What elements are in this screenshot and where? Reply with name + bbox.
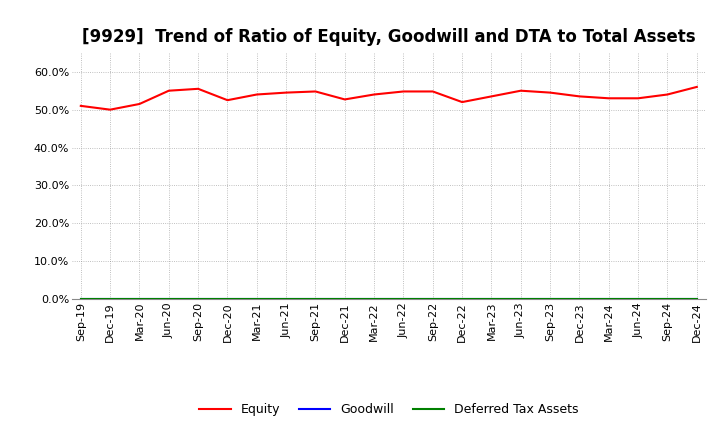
Deferred Tax Assets	[663, 297, 672, 302]
Deferred Tax Assets	[135, 297, 144, 302]
Deferred Tax Assets	[223, 297, 232, 302]
Deferred Tax Assets	[634, 297, 642, 302]
Goodwill	[575, 297, 584, 302]
Goodwill	[546, 297, 554, 302]
Deferred Tax Assets	[605, 297, 613, 302]
Equity	[634, 95, 642, 101]
Goodwill	[106, 297, 114, 302]
Equity	[194, 86, 202, 92]
Deferred Tax Assets	[370, 297, 379, 302]
Goodwill	[253, 297, 261, 302]
Deferred Tax Assets	[399, 297, 408, 302]
Goodwill	[164, 297, 173, 302]
Equity	[370, 92, 379, 97]
Equity	[605, 95, 613, 101]
Line: Equity: Equity	[81, 87, 697, 110]
Deferred Tax Assets	[693, 297, 701, 302]
Deferred Tax Assets	[76, 297, 85, 302]
Equity	[135, 101, 144, 106]
Goodwill	[76, 297, 85, 302]
Equity	[546, 90, 554, 95]
Goodwill	[135, 297, 144, 302]
Goodwill	[428, 297, 437, 302]
Title: [9929]  Trend of Ratio of Equity, Goodwill and DTA to Total Assets: [9929] Trend of Ratio of Equity, Goodwil…	[82, 28, 696, 46]
Deferred Tax Assets	[253, 297, 261, 302]
Deferred Tax Assets	[487, 297, 496, 302]
Goodwill	[194, 297, 202, 302]
Deferred Tax Assets	[516, 297, 525, 302]
Equity	[516, 88, 525, 93]
Goodwill	[605, 297, 613, 302]
Goodwill	[458, 297, 467, 302]
Equity	[575, 94, 584, 99]
Goodwill	[223, 297, 232, 302]
Goodwill	[693, 297, 701, 302]
Goodwill	[634, 297, 642, 302]
Equity	[693, 84, 701, 90]
Equity	[341, 97, 349, 102]
Equity	[428, 89, 437, 94]
Deferred Tax Assets	[164, 297, 173, 302]
Goodwill	[311, 297, 320, 302]
Equity	[282, 90, 290, 95]
Equity	[164, 88, 173, 93]
Equity	[663, 92, 672, 97]
Equity	[458, 99, 467, 105]
Goodwill	[341, 297, 349, 302]
Equity	[487, 94, 496, 99]
Deferred Tax Assets	[106, 297, 114, 302]
Goodwill	[516, 297, 525, 302]
Deferred Tax Assets	[458, 297, 467, 302]
Deferred Tax Assets	[194, 297, 202, 302]
Equity	[311, 89, 320, 94]
Equity	[76, 103, 85, 109]
Equity	[253, 92, 261, 97]
Equity	[399, 89, 408, 94]
Deferred Tax Assets	[428, 297, 437, 302]
Deferred Tax Assets	[311, 297, 320, 302]
Equity	[106, 107, 114, 112]
Goodwill	[370, 297, 379, 302]
Goodwill	[399, 297, 408, 302]
Goodwill	[663, 297, 672, 302]
Goodwill	[487, 297, 496, 302]
Goodwill	[282, 297, 290, 302]
Deferred Tax Assets	[546, 297, 554, 302]
Deferred Tax Assets	[575, 297, 584, 302]
Deferred Tax Assets	[341, 297, 349, 302]
Equity	[223, 98, 232, 103]
Legend: Equity, Goodwill, Deferred Tax Assets: Equity, Goodwill, Deferred Tax Assets	[194, 398, 583, 421]
Deferred Tax Assets	[282, 297, 290, 302]
